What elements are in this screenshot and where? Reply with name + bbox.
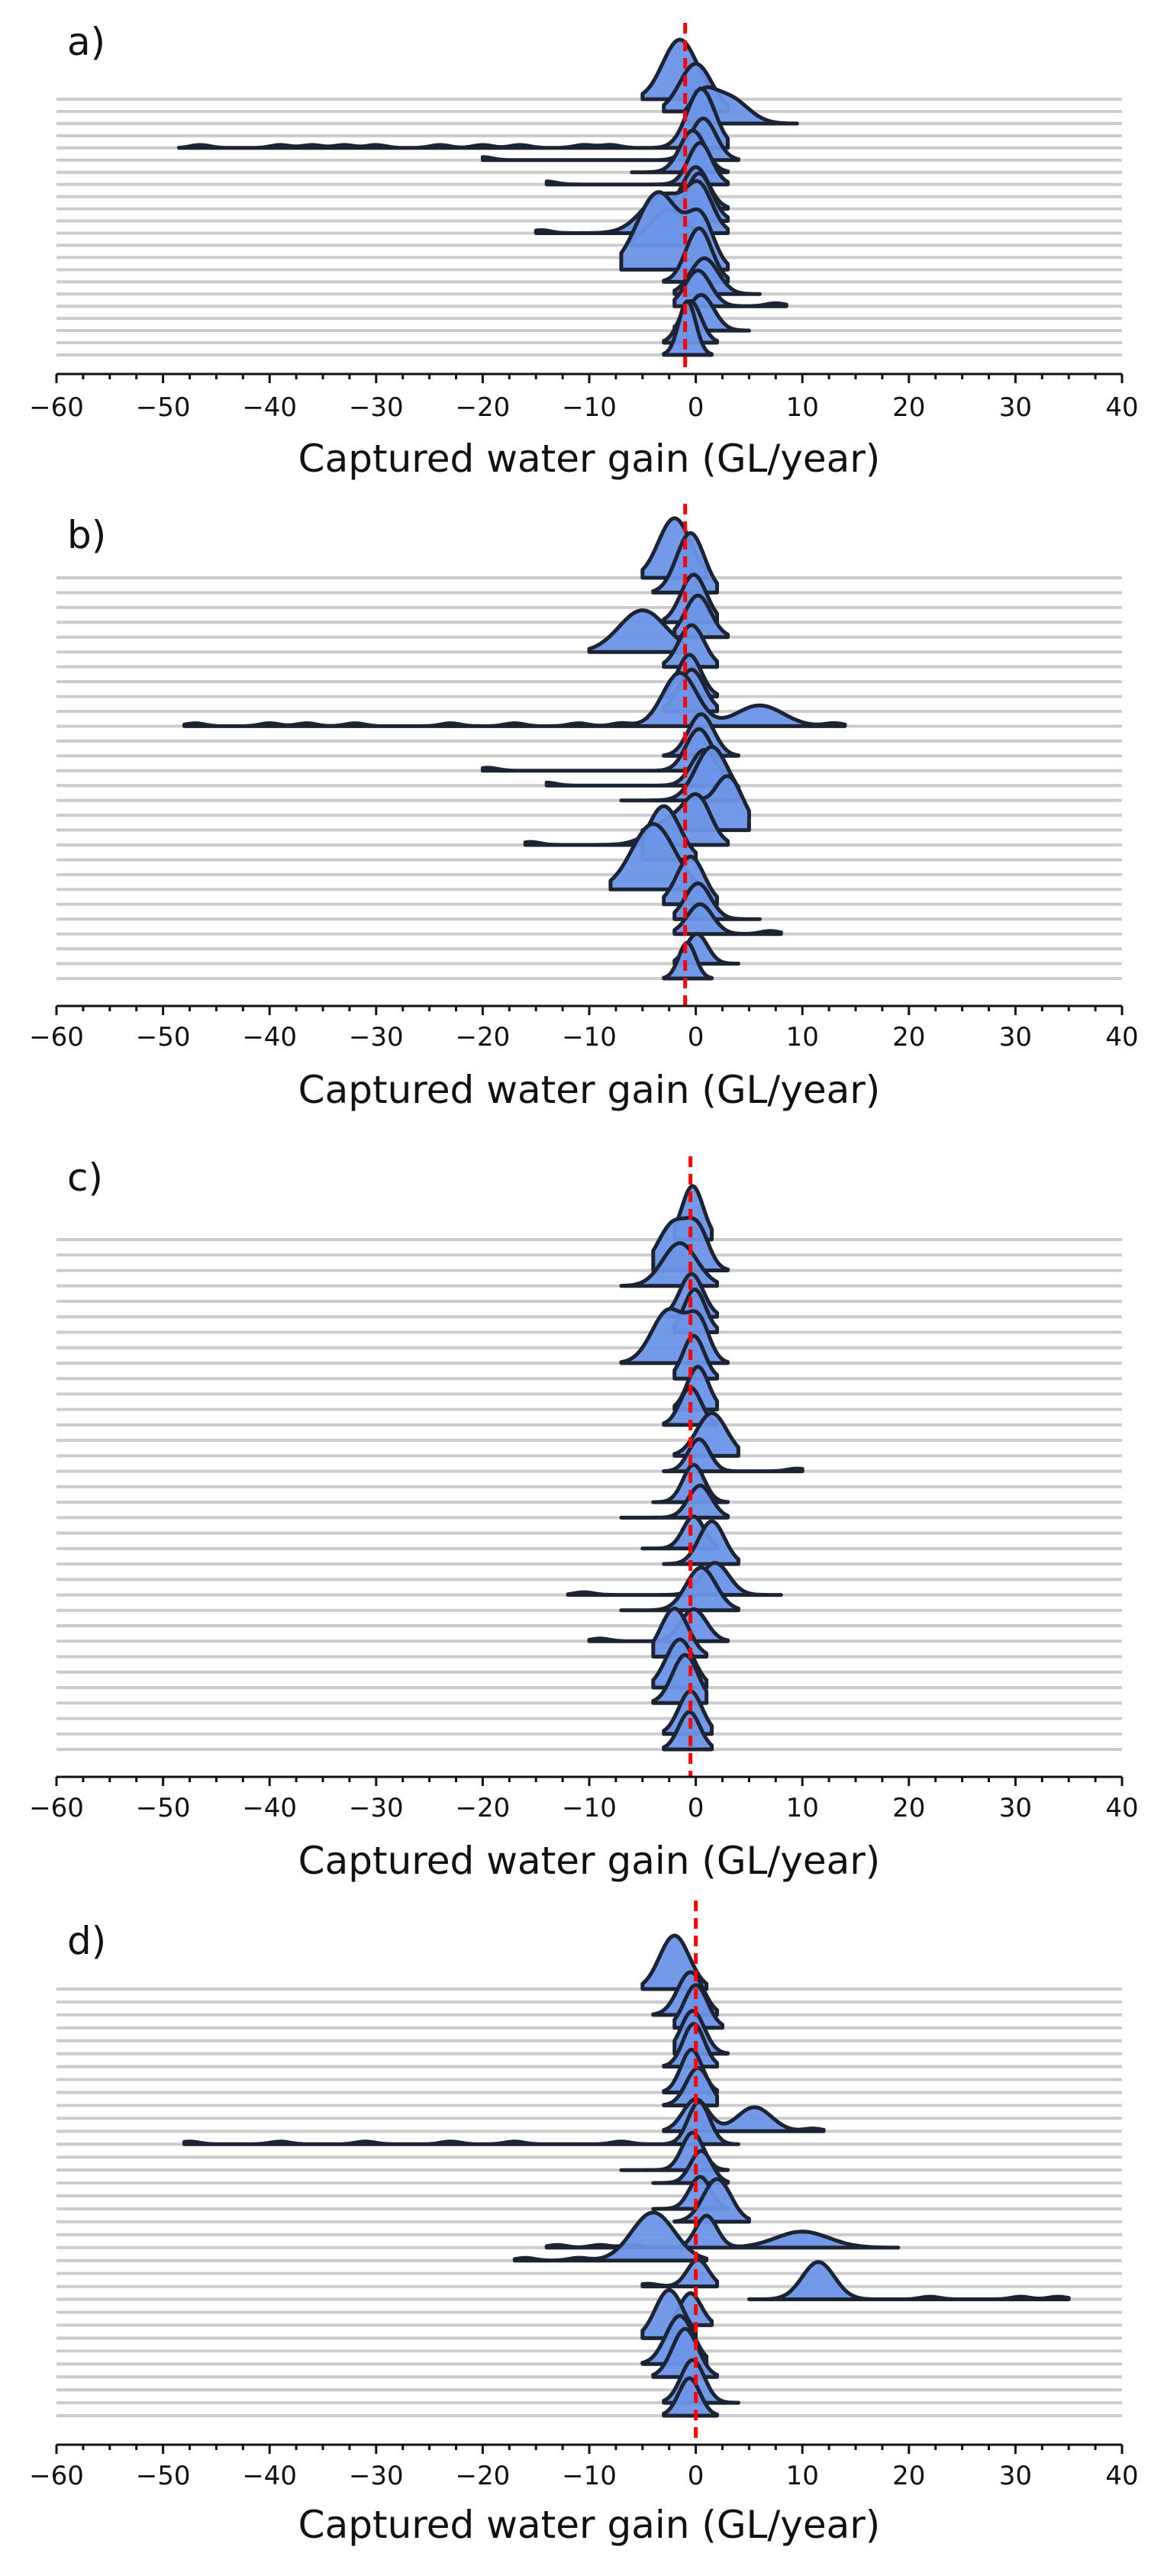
density-ridge [182,2099,740,2146]
x-tick-label: −60 [29,1022,84,1053]
ridges [182,516,847,981]
density-ridge [662,2022,719,2069]
x-tick-label: −30 [349,1793,404,1823]
x-tick-label: 30 [999,1022,1032,1053]
ridges [182,1933,1071,2418]
ridges [566,1184,804,1752]
density-ridge [746,2260,1071,2301]
density-ridge [587,608,688,654]
density-ridge [544,2213,901,2250]
x-axis-title: Captured water gain (GL/year) [298,2503,881,2547]
x-tick-label: 30 [999,392,1032,423]
density-ridge [672,1333,719,1381]
x-tick-label: −60 [29,392,84,423]
x-tick-label: −50 [136,1022,191,1053]
density-ridge [619,1565,740,1613]
x-tick-label: 10 [786,392,819,423]
density-ridge [480,116,740,163]
x-ticks: −60 −50 −40 −30 −20 −10 0 10 20 30 40 [29,1006,1139,1053]
x-tick-label: 30 [999,1793,1032,1823]
x-axis-title: Captured water gain (GL/year) [298,1068,881,1112]
row-baselines [56,1988,1122,2417]
density-ridge [662,623,719,669]
row-baselines [56,1238,1122,1751]
x-tick-label: −10 [562,2461,617,2491]
density-ridge [512,2210,709,2263]
x-tick-label: 40 [1105,1793,1138,1823]
density-ridge [651,2149,730,2185]
panel-label: c) [67,1156,103,1200]
x-tick-label: −10 [562,1022,617,1053]
density-ridge [672,902,783,937]
density-ridge [662,1519,740,1566]
density-ridge [619,745,740,803]
x-ticks: −60 −50 −40 −30 −20 −10 0 10 20 30 40 [29,1777,1139,1823]
x-tick-label: 20 [892,1022,925,1053]
x-ticks: −60 −50 −40 −30 −20 −10 0 10 20 30 40 [29,2445,1139,2491]
x-tick-label: 10 [786,1022,819,1053]
x-tick-label: 20 [892,1793,925,1823]
panel-c: −60 −50 −40 −30 −20 −10 0 10 20 30 40 Captured wate… [29,1156,1139,1883]
density-ridge [651,2326,719,2379]
x-tick-label: −40 [242,1793,297,1823]
density-ridge [662,2376,719,2418]
density-ridge [640,2258,719,2289]
density-ridge [566,1561,783,1598]
panel-a: −60 −50 −40 −30 −20 −10 0 10 20 30 40 Captured wate… [29,20,1139,481]
x-tick-label: −50 [136,1793,191,1823]
x-tick-label: −40 [242,392,297,423]
x-tick-label: −30 [349,2461,404,2491]
x-tick-label: 0 [688,392,705,423]
row-baselines [56,98,1122,356]
density-ridge [619,1483,730,1520]
x-tick-label: −10 [562,1793,617,1823]
x-tick-label: −30 [349,392,404,423]
x-tick-label: 20 [892,2461,925,2491]
x-tick-label: −20 [456,2461,511,2491]
panel-b: −60 −50 −40 −30 −20 −10 0 10 20 30 40 Captured wate… [29,504,1139,1112]
x-axis-title: Captured water gain (GL/year) [298,437,881,481]
x-tick-label: −30 [349,1022,404,1053]
density-ridge [662,2066,719,2107]
panel-label: d) [67,1919,106,1963]
x-tick-label: 10 [786,1793,819,1823]
x-tick-label: −60 [29,1793,84,1823]
x-tick-label: −60 [29,2461,84,2491]
x-tick-label: 0 [688,1793,705,1823]
density-ridge [662,1437,804,1474]
x-tick-label: 40 [1105,392,1138,423]
density-ridge [177,86,730,150]
density-ridge [662,299,714,357]
x-ticks: −60 −50 −40 −30 −20 −10 0 10 20 30 40 [29,374,1139,423]
x-tick-label: 40 [1105,2461,1138,2491]
panel-label: b) [67,513,106,557]
density-ridge [182,670,847,728]
x-tick-label: −50 [136,392,191,423]
x-axis-title: Captured water gain (GL/year) [298,1839,881,1883]
x-tick-label: −50 [136,2461,191,2491]
x-tick-label: 20 [892,392,925,423]
x-tick-label: 40 [1105,1022,1138,1053]
density-ridge [662,1710,714,1752]
density-ridge [651,1607,709,1659]
density-ridge [662,940,714,981]
x-tick-label: 30 [999,2461,1032,2491]
x-tick-label: −40 [242,2461,297,2491]
x-tick-label: 0 [688,1022,705,1053]
x-tick-label: 10 [786,2461,819,2491]
density-ridge [672,2177,751,2224]
ridges [177,37,799,357]
x-tick-label: −20 [456,1022,511,1053]
x-tick-label: −20 [456,392,511,423]
x-tick-label: −10 [562,392,617,423]
panel-label: a) [67,20,105,64]
x-tick-label: −20 [456,1793,511,1823]
panel-d: −60 −50 −40 −30 −20 −10 0 10 20 30 40 Captured wate… [29,1901,1139,2547]
density-ridge [544,140,730,187]
x-tick-label: 0 [688,2461,705,2491]
x-tick-label: −40 [242,1022,297,1053]
